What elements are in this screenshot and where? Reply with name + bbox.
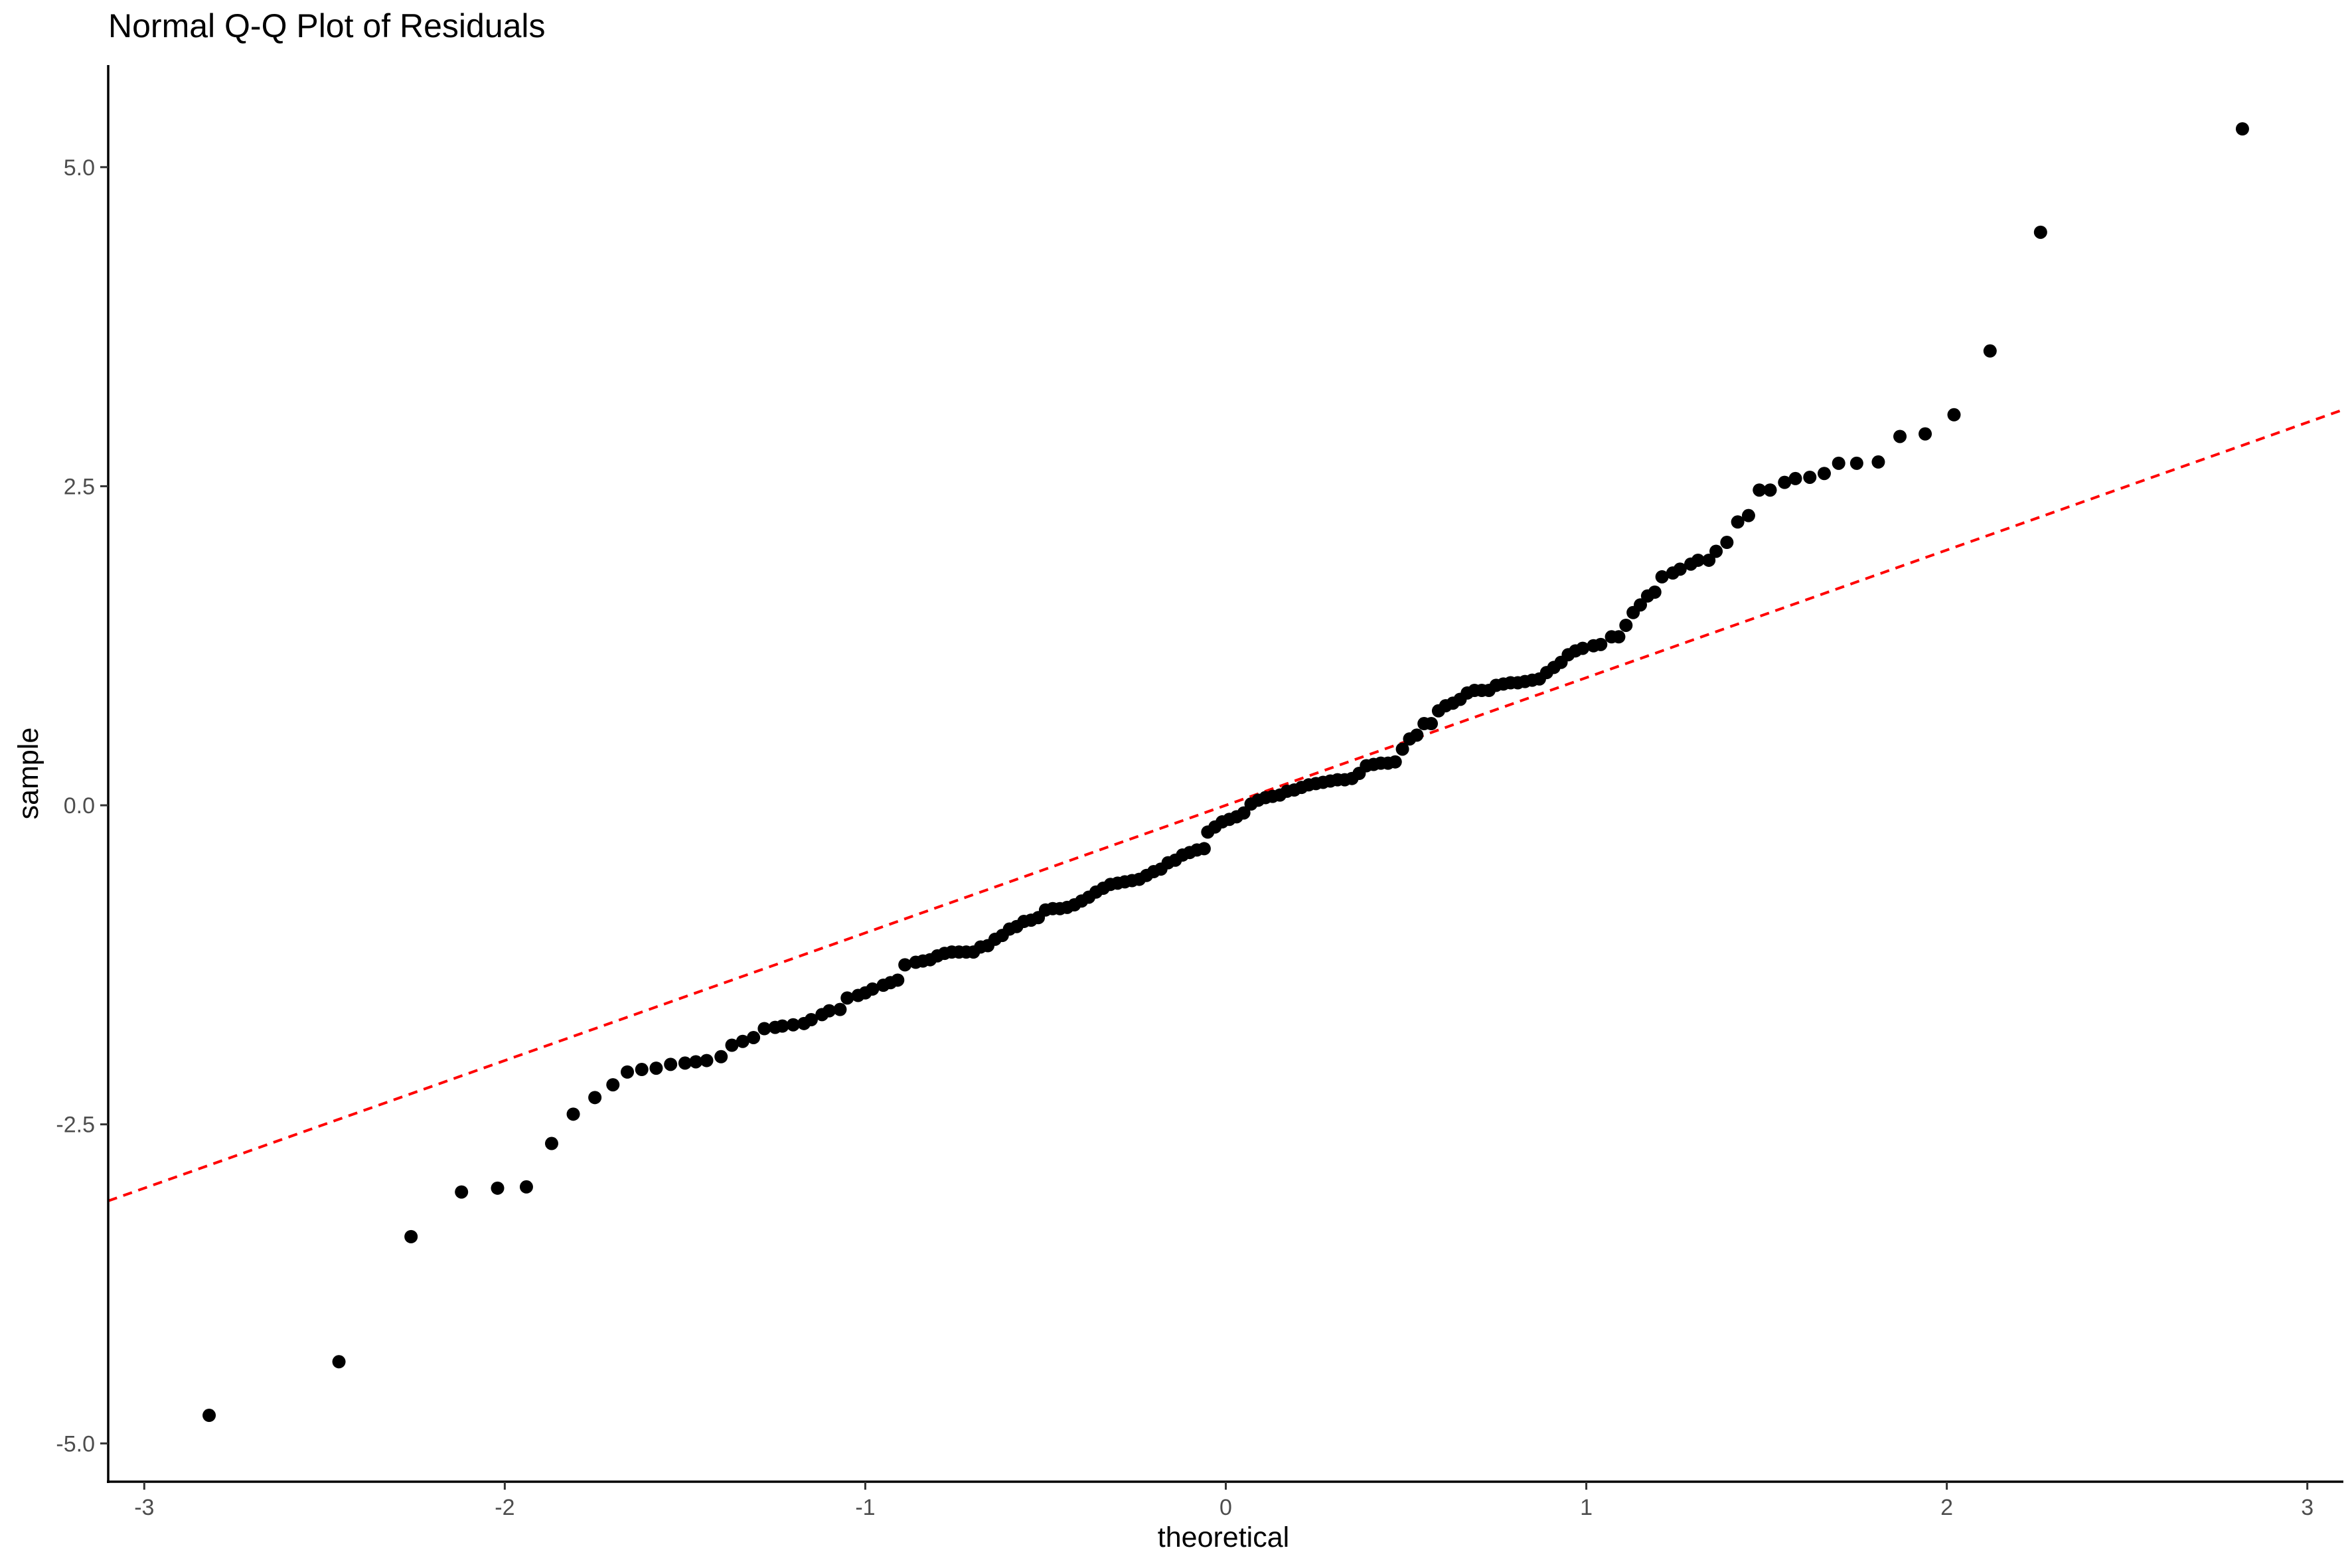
y-tick-label: 0.0 xyxy=(64,793,95,819)
data-point xyxy=(1388,755,1402,769)
data-point xyxy=(1778,475,1792,489)
data-point xyxy=(332,1355,346,1369)
x-tick-label: -2 xyxy=(495,1495,514,1520)
y-tick-label: 5.0 xyxy=(64,155,95,181)
data-point xyxy=(1720,536,1734,550)
data-point xyxy=(1634,598,1648,612)
data-point xyxy=(1612,630,1626,644)
axes xyxy=(107,65,2343,1483)
data-point xyxy=(2033,225,2047,239)
ticks: -3 -2 -1 0 1 2 3 5.0 2.5 0.0 -2.5 -5.0 xyxy=(56,155,2313,1520)
data-point xyxy=(714,1050,728,1063)
data-point xyxy=(1893,430,1907,443)
y-tick-label: -5.0 xyxy=(56,1431,95,1456)
data-point xyxy=(725,1038,739,1052)
data-point xyxy=(1673,562,1687,576)
data-point xyxy=(455,1185,469,1199)
data-point xyxy=(1788,471,1802,485)
x-tick-label: -1 xyxy=(855,1495,875,1520)
data-point xyxy=(1619,618,1633,632)
data-point xyxy=(635,1063,649,1077)
data-point xyxy=(606,1078,620,1092)
data-point xyxy=(840,991,854,1005)
data-point xyxy=(1849,456,1863,470)
data-point xyxy=(404,1229,418,1243)
data-point xyxy=(1691,553,1705,567)
data-point xyxy=(898,958,912,972)
y-tick-label: -2.5 xyxy=(56,1113,95,1138)
data-point xyxy=(1702,553,1716,567)
data-point xyxy=(775,1019,789,1033)
x-tick-label: -3 xyxy=(134,1495,154,1520)
data-point xyxy=(823,1004,836,1018)
data-point xyxy=(2235,122,2249,136)
data-point xyxy=(866,982,880,996)
data-point xyxy=(786,1018,800,1032)
data-point xyxy=(736,1034,749,1048)
data-point xyxy=(664,1058,678,1071)
chart-title: Normal Q-Q Plot of Residuals xyxy=(108,7,546,44)
data-point xyxy=(678,1056,692,1070)
data-point xyxy=(1410,728,1424,742)
data-point xyxy=(747,1030,761,1044)
reference-line-layer xyxy=(108,408,2344,1202)
data-point xyxy=(1576,641,1590,655)
data-point xyxy=(757,1022,771,1036)
y-tick-label: 2.5 xyxy=(64,474,95,499)
data-point xyxy=(544,1137,558,1150)
data-point xyxy=(1197,842,1211,856)
data-point xyxy=(1237,806,1251,820)
data-point xyxy=(1395,742,1409,756)
data-point xyxy=(1871,455,1885,469)
data-point xyxy=(621,1065,635,1079)
data-point xyxy=(1763,483,1777,497)
data-point xyxy=(1425,717,1439,731)
data-point xyxy=(1731,515,1745,529)
data-point xyxy=(588,1091,602,1105)
data-point xyxy=(1594,637,1608,651)
data-point xyxy=(1919,427,1932,441)
y-axis-title: sample xyxy=(13,728,44,820)
data-point xyxy=(833,1002,847,1016)
data-point xyxy=(891,973,905,987)
x-tick-label: 1 xyxy=(1580,1495,1593,1520)
data-point xyxy=(202,1409,216,1423)
data-point xyxy=(649,1061,663,1075)
data-point xyxy=(1655,570,1669,584)
x-tick-label: 3 xyxy=(2301,1495,2313,1520)
data-point xyxy=(1817,467,1831,481)
data-point xyxy=(1832,456,1845,470)
data-point xyxy=(491,1181,505,1195)
data-point xyxy=(1709,544,1723,558)
data-point xyxy=(1753,483,1766,497)
data-point xyxy=(1648,586,1662,599)
data-point xyxy=(566,1107,580,1121)
points-layer xyxy=(202,122,2249,1423)
qq-reference-line xyxy=(108,408,2344,1202)
data-point xyxy=(804,1013,818,1027)
data-point xyxy=(700,1054,714,1067)
data-point xyxy=(1947,408,1961,422)
data-point xyxy=(1803,470,1817,484)
x-tick-label: 2 xyxy=(1940,1495,1953,1520)
x-tick-label: 0 xyxy=(1219,1495,1232,1520)
data-point xyxy=(519,1180,533,1194)
data-point xyxy=(689,1055,703,1069)
x-axis-title: theoretical xyxy=(1158,1522,1289,1553)
data-point xyxy=(1983,344,1997,358)
data-point xyxy=(1741,509,1755,522)
